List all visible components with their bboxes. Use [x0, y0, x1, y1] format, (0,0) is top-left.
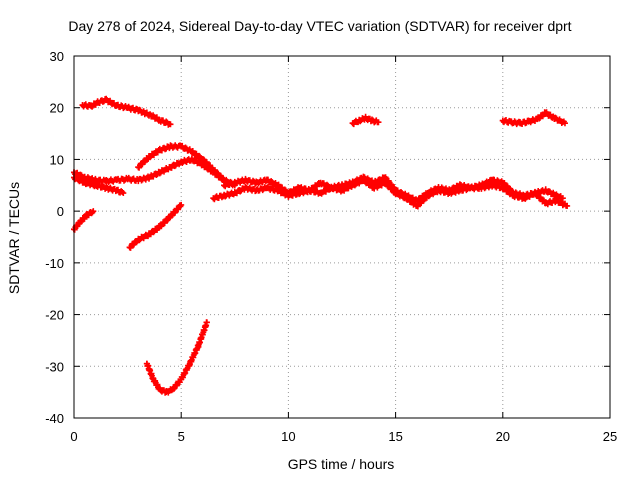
series-arc-e	[135, 142, 238, 189]
series-arc-j	[349, 113, 382, 128]
series-trace	[499, 109, 567, 128]
x-tick-label: 0	[70, 429, 77, 444]
chart-title: Day 278 of 2024, Sidereal Day-to-day VTE…	[68, 18, 572, 34]
series-trace	[143, 319, 210, 396]
y-tick-label: -40	[45, 411, 64, 426]
series-trace	[349, 113, 381, 128]
y-axis-label: SDTVAR / TECUs	[6, 181, 22, 295]
y-tick-label: -30	[45, 359, 64, 374]
y-tick-label: -10	[45, 256, 64, 271]
series-arc-i	[221, 173, 566, 205]
y-tick-label: -20	[45, 308, 64, 323]
series-trace	[79, 95, 173, 128]
series-trace	[126, 202, 184, 251]
y-tick-label: 20	[50, 101, 64, 116]
series-trace	[71, 209, 96, 233]
x-tick-label: 5	[178, 429, 185, 444]
series-arc-c	[71, 174, 127, 197]
x-tick-label: 15	[388, 429, 402, 444]
series-arc-g	[143, 319, 210, 396]
series-arc-k	[499, 109, 568, 128]
x-tick-label: 25	[603, 429, 617, 444]
plot-frame	[73, 55, 611, 419]
series-trace	[135, 142, 237, 189]
x-axis-label: GPS time / hours	[287, 456, 395, 472]
series-arc-a	[71, 208, 97, 233]
x-tick-label: 20	[496, 429, 510, 444]
series-trace	[221, 173, 565, 205]
series-arc-f	[126, 201, 185, 251]
x-tick-label: 10	[281, 429, 295, 444]
series-arc-b	[79, 95, 174, 128]
y-tick-label: 10	[50, 152, 64, 167]
y-tick-label: 0	[57, 204, 64, 219]
y-tick-label: 30	[50, 49, 64, 64]
